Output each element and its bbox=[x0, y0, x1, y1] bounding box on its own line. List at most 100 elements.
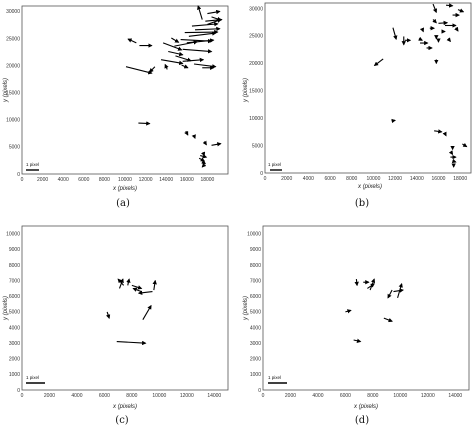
x-tick-labels: 0 2000 4000 6000 8000 10000 12000 14000 bbox=[262, 393, 463, 399]
y-tick-label: 9000 bbox=[250, 247, 261, 253]
displacement-arrow bbox=[195, 26, 221, 32]
x-tick-label: 10000 bbox=[118, 177, 132, 183]
displacement-arrow bbox=[160, 59, 184, 66]
y-tick-label: 1000 bbox=[250, 372, 261, 378]
plot-frame bbox=[21, 5, 229, 175]
panel-label-a: (a) bbox=[116, 198, 130, 209]
displacement-arrow bbox=[164, 63, 169, 70]
displacement-arrow bbox=[182, 57, 205, 63]
y-tick-label: 20000 bbox=[249, 61, 263, 67]
x-tick-label: 12000 bbox=[388, 176, 402, 182]
displacement-arrow bbox=[198, 157, 206, 162]
displacement-arrow bbox=[345, 309, 352, 314]
displacement-arrow bbox=[367, 283, 375, 289]
vector-field bbox=[106, 278, 157, 346]
y-tick-label: 3000 bbox=[250, 341, 261, 347]
y-tick-label: 15000 bbox=[6, 91, 20, 97]
y-axis-label: y (pixels) bbox=[243, 78, 249, 103]
displacement-arrow bbox=[211, 142, 222, 147]
x-tick-label: 6000 bbox=[324, 176, 335, 182]
y-tick-label: 5000 bbox=[252, 143, 263, 149]
x-tick-label: 18000 bbox=[453, 176, 467, 182]
displacement-arrow bbox=[369, 278, 376, 291]
scale-bar-label: 1 pixel bbox=[26, 375, 39, 380]
x-tick-label: 14000 bbox=[207, 393, 221, 399]
vector-field bbox=[373, 3, 468, 168]
x-tick-labels: 0 2000 4000 6000 8000 10000 12000 14000 16000 180… bbox=[264, 176, 468, 182]
x-tick-label: 10000 bbox=[366, 176, 380, 182]
x-axis-label: x (pixels) bbox=[112, 186, 137, 192]
displacement-arrow bbox=[442, 131, 447, 137]
x-tick-label: 4000 bbox=[58, 177, 69, 183]
displacement-arrow bbox=[182, 48, 213, 54]
displacement-arrow bbox=[127, 38, 137, 44]
y-tick-label: 5000 bbox=[9, 145, 20, 151]
scale-bar-label: 1 pixel bbox=[268, 162, 281, 167]
displacement-arrow bbox=[201, 159, 207, 165]
x-tick-label: 0 bbox=[264, 176, 267, 182]
x-axis-label: x (pixels) bbox=[112, 404, 137, 410]
displacement-arrow bbox=[175, 55, 192, 62]
y-tick-labels: 0 1000 2000 3000 4000 5000 6000 7000 8000 9000 100… bbox=[6, 232, 20, 394]
displacement-arrow bbox=[438, 20, 449, 26]
y-tick-label: 30000 bbox=[249, 6, 263, 12]
scale-bar-label: 1 pixel bbox=[26, 162, 39, 167]
y-tick-label: 6000 bbox=[9, 294, 20, 300]
x-tick-label: 2000 bbox=[281, 176, 292, 182]
y-tick-label: 9000 bbox=[9, 247, 20, 253]
displacement-arrow bbox=[383, 317, 393, 323]
y-tick-label: 0 bbox=[258, 388, 261, 394]
x-tick-label: 14000 bbox=[448, 393, 462, 399]
displacement-arrow bbox=[184, 130, 189, 136]
y-tick-label: 5000 bbox=[250, 310, 261, 316]
x-axis-label: x (pixels) bbox=[357, 184, 382, 190]
displacement-arrow bbox=[200, 154, 208, 159]
panel-label-b: (b) bbox=[355, 198, 369, 209]
displacement-arrow bbox=[118, 278, 124, 289]
displacement-arrow bbox=[392, 27, 398, 41]
x-tick-label: 8000 bbox=[367, 393, 378, 399]
y-tick-label: 8000 bbox=[9, 263, 20, 269]
y-tick-label: 0 bbox=[260, 171, 263, 177]
displacement-arrow bbox=[201, 162, 207, 168]
displacement-arrow bbox=[446, 37, 451, 43]
x-tick-labels: 0 2000 4000 6000 8000 10000 12000 14000 16000 180… bbox=[21, 177, 215, 183]
displacement-arrow bbox=[446, 3, 454, 8]
displacement-arrow bbox=[202, 140, 207, 146]
displacement-arrow bbox=[171, 37, 180, 43]
y-tick-label: 4000 bbox=[9, 325, 20, 331]
y-tick-label: 5000 bbox=[9, 310, 20, 316]
y-tick-label: 10000 bbox=[6, 232, 20, 238]
y-tick-label: 25000 bbox=[6, 36, 20, 42]
x-tick-label: 6000 bbox=[78, 177, 89, 183]
x-tick-label: 2000 bbox=[37, 177, 48, 183]
y-tick-label: 10000 bbox=[6, 118, 20, 124]
y-tick-label: 2000 bbox=[9, 357, 20, 363]
y-tick-label: 25000 bbox=[249, 34, 263, 40]
scale-bar-label: 1 pixel bbox=[268, 375, 281, 380]
displacement-arrow bbox=[193, 63, 217, 69]
y-tick-label: 30000 bbox=[6, 9, 20, 15]
displacement-arrow bbox=[432, 3, 438, 14]
x-tick-label: 18000 bbox=[200, 177, 214, 183]
displacement-arrow bbox=[448, 150, 454, 156]
panel-label-c: (c) bbox=[115, 415, 129, 426]
x-tick-label: 6000 bbox=[99, 393, 110, 399]
x-tick-label: 0 bbox=[262, 393, 265, 399]
x-tick-label: 14000 bbox=[159, 177, 173, 183]
x-tick-label: 12000 bbox=[180, 393, 194, 399]
x-tick-label: 12000 bbox=[139, 177, 153, 183]
panel-label-d: (d) bbox=[355, 415, 369, 426]
displacement-arrow bbox=[397, 282, 403, 299]
x-tick-label: 4000 bbox=[71, 393, 82, 399]
x-tick-label: 6000 bbox=[340, 393, 351, 399]
y-tick-labels: 0 1000 2000 3000 4000 5000 6000 7000 8000 9000 100… bbox=[247, 232, 261, 394]
displacement-arrow bbox=[207, 9, 221, 15]
y-tick-label: 7000 bbox=[9, 278, 20, 284]
y-axis-label: y (pixels) bbox=[3, 296, 9, 321]
displacement-arrow bbox=[373, 58, 384, 67]
displacement-arrow bbox=[354, 279, 359, 287]
x-tick-label: 2000 bbox=[285, 393, 296, 399]
displacement-arrow bbox=[181, 64, 189, 69]
